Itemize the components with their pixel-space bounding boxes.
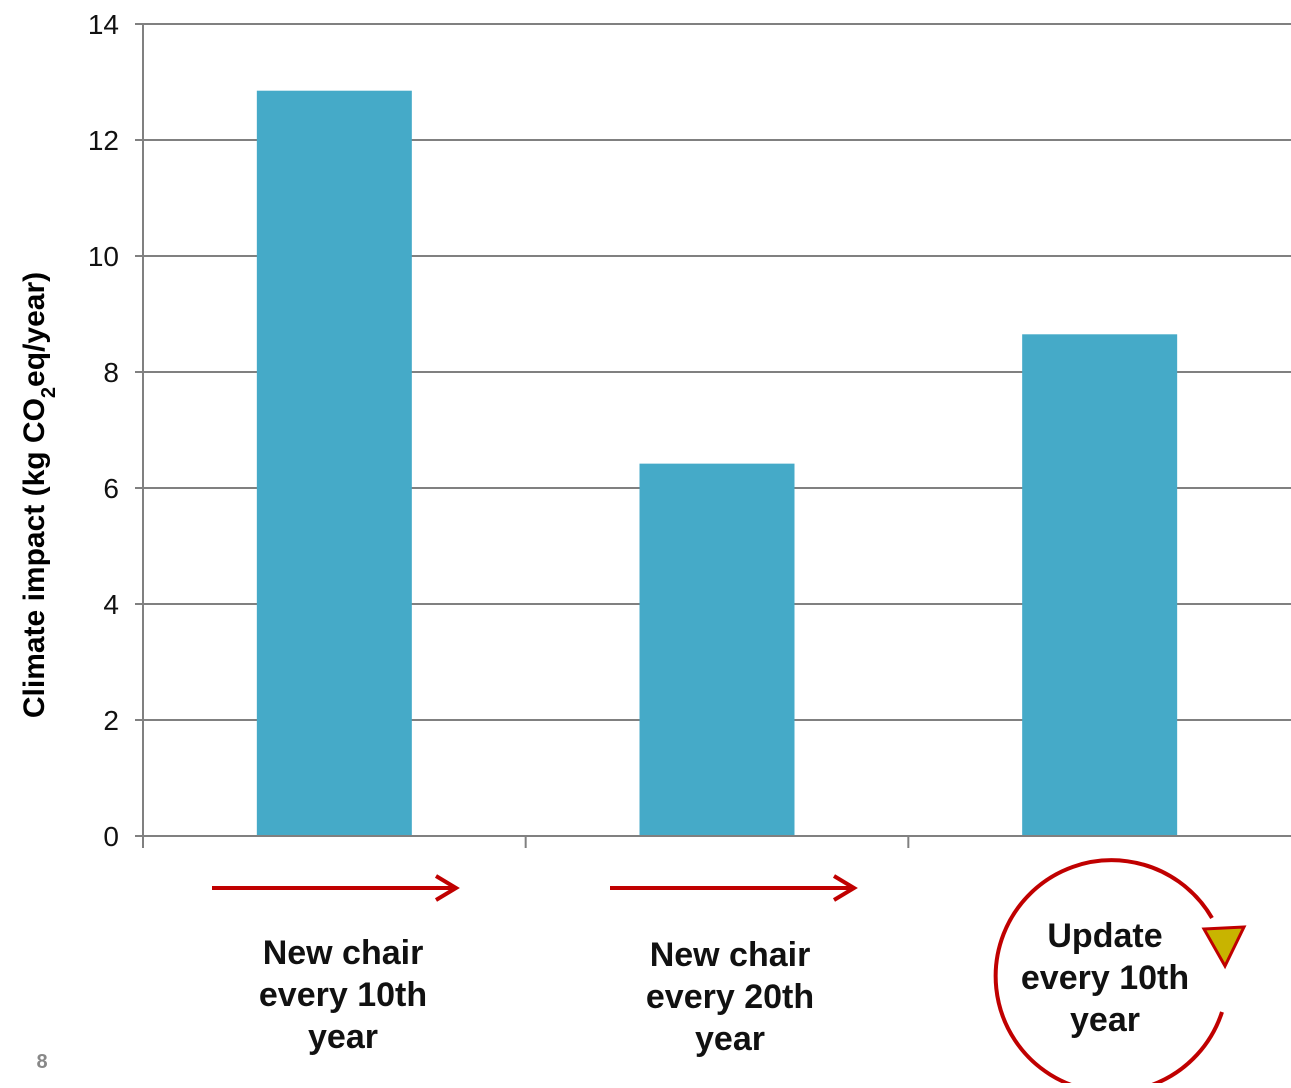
axes [135, 23, 1291, 848]
category-label: Update every 10th year [1021, 917, 1189, 1039]
page-number: 8 [36, 1051, 47, 1073]
y-tick-label: 14 [88, 9, 119, 40]
y-tick-label: 0 [103, 821, 119, 852]
y-tick-label: 6 [103, 473, 119, 504]
bar [639, 463, 795, 836]
y-tick-label: 4 [103, 589, 119, 620]
bar [256, 90, 412, 836]
y-tick-label: 2 [103, 705, 119, 736]
bar [1022, 334, 1178, 836]
y-tick-label: 12 [88, 125, 119, 156]
y-tick-label: 8 [103, 357, 119, 388]
y-axis-label: Climate impact (kg CO2eq/year) [18, 272, 60, 718]
y-tick-labels: 0 2 4 6 8 10 12 14 [88, 9, 119, 852]
category-label: New chair every 20th year [646, 936, 814, 1058]
category-label: New chair every 10th year [259, 934, 427, 1056]
category-labels: New chair every 10th year New chair every 20… [259, 917, 1189, 1058]
bars [256, 90, 1178, 836]
y-tick-label: 10 [88, 241, 119, 272]
right-arrow-icon [610, 874, 858, 902]
right-arrow-icon [212, 874, 460, 902]
